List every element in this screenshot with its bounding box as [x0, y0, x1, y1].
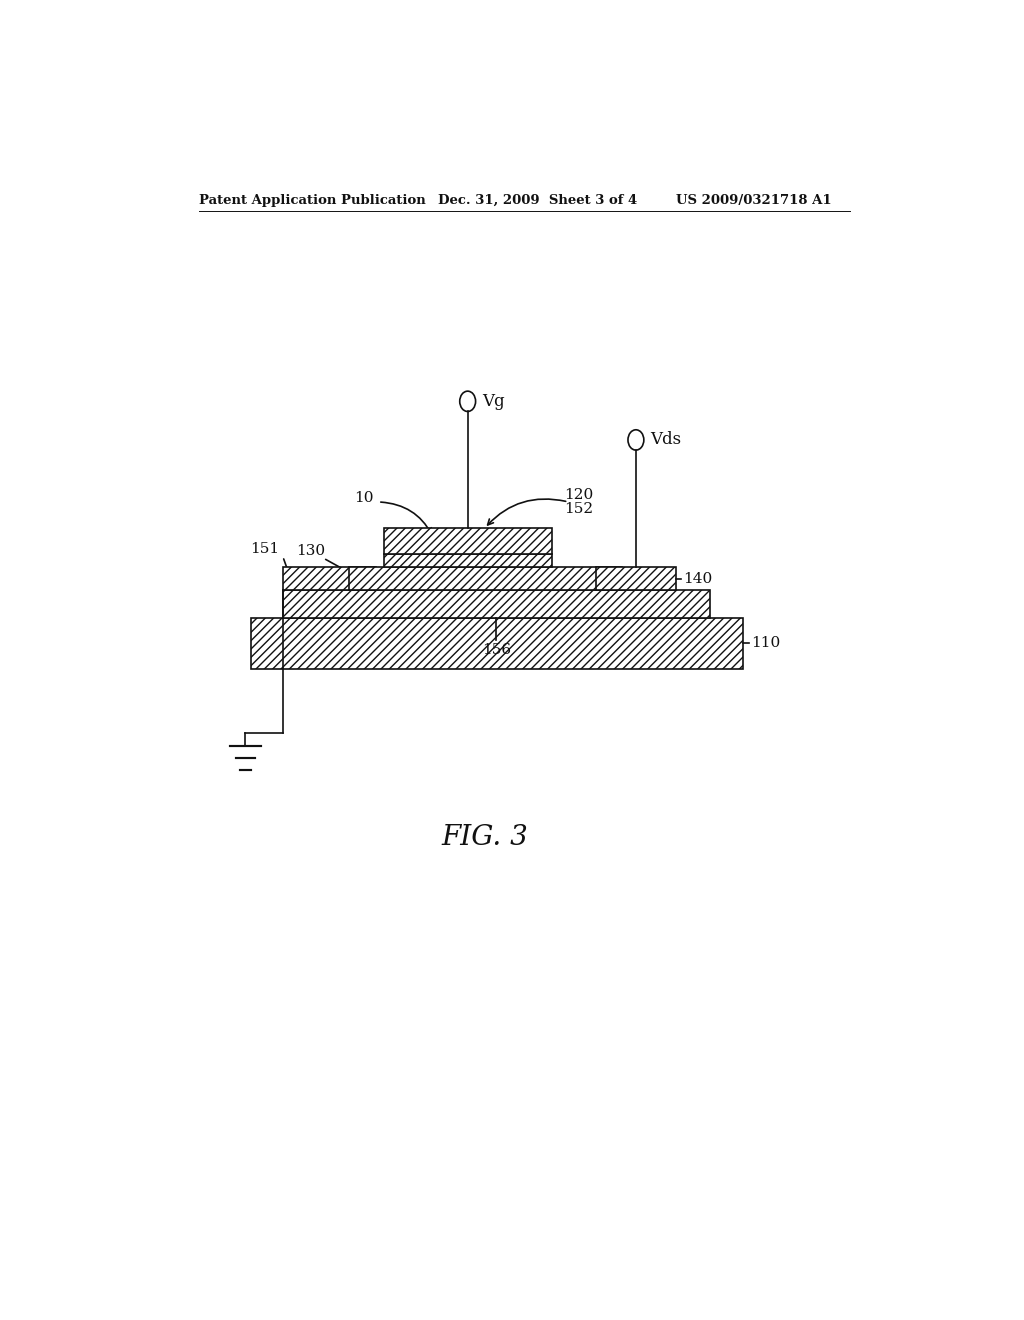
Text: Vds: Vds — [650, 432, 681, 449]
Text: FIG. 3: FIG. 3 — [441, 824, 528, 851]
Text: 151: 151 — [250, 543, 279, 556]
Text: 10: 10 — [354, 491, 374, 504]
Bar — [283, 590, 710, 618]
Text: 120: 120 — [564, 488, 594, 502]
Bar — [251, 618, 743, 669]
Text: Dec. 31, 2009  Sheet 3 of 4: Dec. 31, 2009 Sheet 3 of 4 — [437, 194, 637, 207]
Text: Vg: Vg — [482, 393, 505, 409]
Bar — [596, 568, 676, 590]
Bar — [384, 528, 552, 554]
Text: 152: 152 — [564, 502, 594, 516]
Text: 156: 156 — [481, 643, 511, 657]
Bar — [384, 554, 552, 568]
Bar — [283, 568, 377, 590]
Bar — [348, 568, 623, 590]
Text: 140: 140 — [683, 572, 712, 586]
Text: 130: 130 — [296, 544, 325, 558]
Text: Patent Application Publication: Patent Application Publication — [200, 194, 426, 207]
Text: 110: 110 — [751, 636, 780, 651]
Text: US 2009/0321718 A1: US 2009/0321718 A1 — [676, 194, 831, 207]
